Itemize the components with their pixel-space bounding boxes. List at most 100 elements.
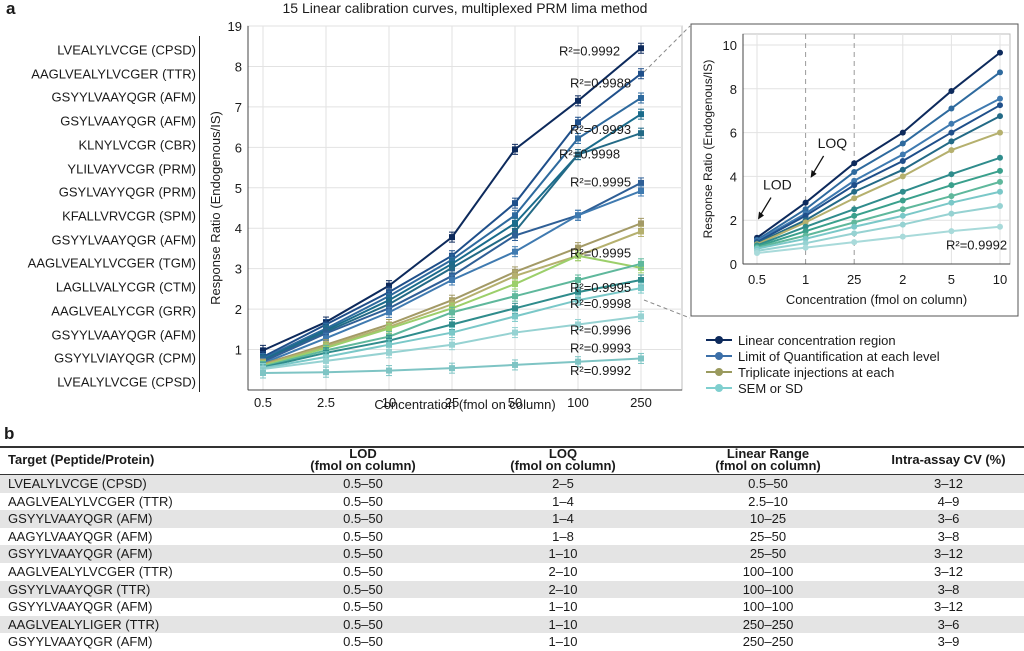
loq-arrowhead	[810, 169, 817, 178]
legend-swatch	[706, 334, 732, 346]
inset-data-point	[851, 206, 858, 213]
table-row: AAGLVEALYLVCGER (TTR) 0.5–50 1–4 2.5–10 4–9	[0, 493, 1024, 511]
inset-data-point	[948, 210, 955, 217]
table-cell: GSYYLVAAYQGR (TTR)	[0, 580, 263, 599]
legend-item: Linear concentration region	[706, 332, 940, 348]
data-point	[575, 297, 581, 304]
peptide-label: KLNYLVCGR (CBR)	[78, 137, 196, 153]
table-column-header: Target (Peptide/Protein)	[0, 446, 263, 475]
table-cell: AAGLVEALYLVCGER (TTR)	[8, 563, 173, 579]
table-cell: 3–6	[873, 615, 1024, 634]
inset-data-point	[802, 206, 809, 213]
inset-series-line	[756, 156, 1001, 247]
data-point	[449, 365, 455, 372]
y-tick-label: 1	[235, 343, 242, 358]
inset-series-line	[756, 115, 1001, 245]
data-point	[512, 361, 518, 368]
column-header-unit: (fmol on column)	[715, 458, 821, 473]
data-point	[512, 220, 518, 227]
table-cell: 3–12	[873, 474, 1024, 493]
inset-data-point	[948, 228, 955, 235]
data-point	[449, 276, 455, 283]
table-cell: AAGLVEALYLIGER (TTR)	[0, 615, 263, 634]
inset-y-tick-label: 4	[730, 169, 737, 184]
peptide-label: GSYLVAAYQGR (AFM)	[60, 113, 196, 129]
inset-data-point	[899, 140, 906, 147]
data-point	[512, 212, 518, 219]
column-header-line: Target (Peptide/Protein)	[8, 452, 155, 467]
inset-data-point	[899, 188, 906, 195]
inset-series-line	[756, 225, 1001, 255]
table-body: LVEALYLVCGE (CPSD) 0.5–50 2–5 0.5–50 3–12 AAG…	[0, 474, 1024, 651]
data-point	[638, 220, 644, 227]
x-tick-label: 2.5	[317, 395, 335, 410]
inset-data-point	[851, 219, 858, 226]
data-point	[638, 179, 644, 186]
data-point	[512, 272, 518, 279]
table-cell: 1–10	[548, 599, 578, 615]
r-squared-label: R²=0.9988	[570, 76, 631, 91]
table-cell: 3–8	[873, 580, 1024, 599]
inset-y-tick-label: 8	[730, 82, 737, 97]
peptide-label: LVEALYLVCGE (CPSD)	[57, 374, 196, 390]
inset-data-point	[997, 223, 1003, 230]
legend-item: Triplicate injections at each	[706, 364, 940, 380]
y-axis-label: Response Ratio (Endogenous/IS)	[208, 111, 223, 305]
inset-data-point	[997, 129, 1003, 136]
legend-swatch	[706, 350, 732, 362]
inset-data-point	[997, 202, 1003, 209]
table-cell: 1–4	[463, 510, 663, 528]
data-point	[575, 321, 581, 328]
inset-data-point	[899, 158, 906, 165]
peptide-list: LVEALYLVCGE (CPSD) AAGLVEALYLVCGER (TTR) G…	[0, 38, 200, 394]
table-cell: 250–250	[663, 615, 873, 634]
table-cell: 0.5–50	[263, 545, 463, 563]
data-point	[512, 146, 518, 153]
data-point	[638, 111, 644, 118]
inset-x-tick-label: 10	[993, 272, 1007, 287]
data-point	[260, 370, 266, 377]
table-cell: 0.5–50	[343, 599, 383, 615]
inset-data-point	[802, 240, 809, 247]
data-point	[512, 329, 518, 336]
inset-data-point	[899, 129, 906, 136]
inset-y-tick-label: 10	[723, 38, 737, 53]
panel-a-label: a	[6, 0, 16, 18]
table-row: GSYYLVAAYQGR (AFM) 0.5–50 1–10 250–250 3–9	[0, 633, 1024, 651]
table-header-row: Target (Peptide/Protein) LOD (fmol on colu…	[0, 446, 1024, 475]
r-squared-label: R²=0.9992	[559, 43, 620, 58]
data-point	[575, 151, 581, 158]
data-point	[449, 234, 455, 241]
table-column-header: LOD (fmol on column)	[263, 446, 463, 475]
lod-label: LOD	[763, 177, 792, 193]
table-cell: 0.5–50	[263, 580, 463, 599]
inset-data-point	[899, 212, 906, 219]
table-cell: 100–100	[663, 580, 873, 599]
table-cell: GSYYLVAAYQGR (AFM)	[0, 510, 263, 528]
table-row: AAGLVEALYLIGER (TTR) 0.5–50 1–10 250–250 3–6	[0, 615, 1024, 634]
data-point	[386, 282, 392, 289]
x-tick-label: 100	[567, 395, 589, 410]
data-point	[512, 232, 518, 239]
column-header-line: LOQ	[548, 446, 578, 461]
inset-series-line	[756, 190, 1001, 250]
inset-data-point	[851, 239, 858, 246]
inset-data-point	[802, 228, 809, 235]
legend-swatch-marker	[715, 368, 723, 376]
inset-series-line	[756, 131, 1001, 246]
inset-data-point	[997, 102, 1003, 109]
inset-connector-bottom	[643, 299, 691, 319]
inset-data-point	[997, 113, 1003, 120]
inset-series-line	[756, 204, 1001, 252]
inset-data-point	[948, 147, 955, 154]
inset-data-point	[899, 166, 906, 173]
inset-data-point	[851, 195, 858, 202]
data-point	[638, 285, 644, 292]
x-axis-label: Concentration (fmol on column)	[374, 397, 555, 412]
data-point	[386, 325, 392, 332]
r-squared-label: R²=0.9993	[570, 122, 631, 137]
data-point	[575, 135, 581, 142]
inset-data-point	[899, 173, 906, 180]
peptide-label: GSYYLVAAYQGR (AFM)	[51, 89, 196, 105]
